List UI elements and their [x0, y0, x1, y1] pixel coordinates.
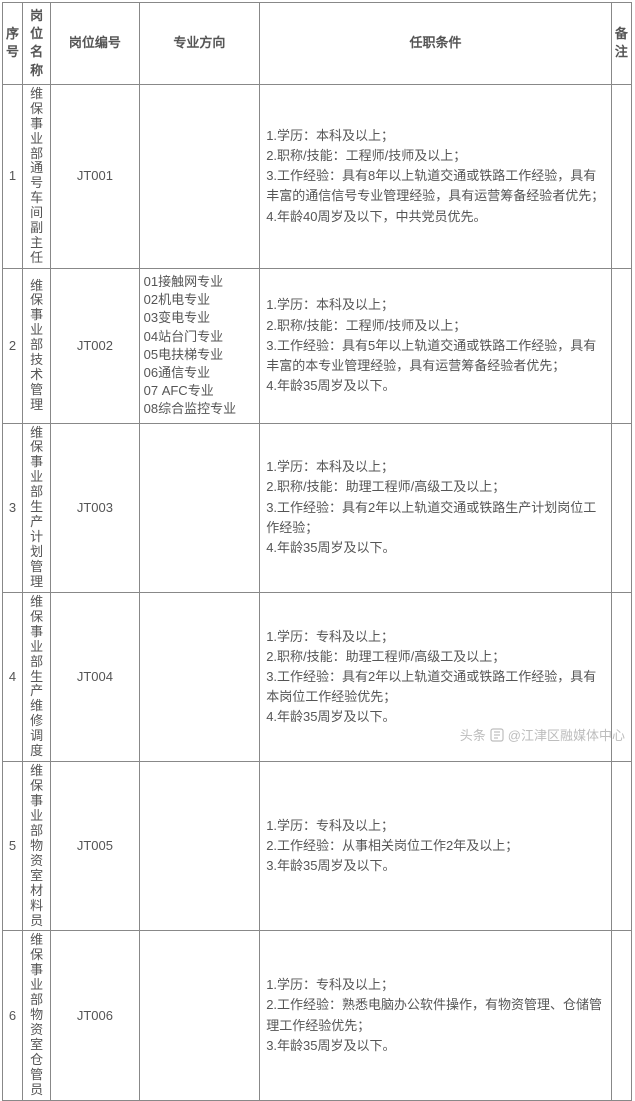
cell-requirements: 1.学历：本科及以上； 2.职称/技能：助理工程师/高级工及以上； 3.工作经验…	[260, 423, 612, 592]
cell-requirements: 1.学历：本科及以上； 2.职称/技能：工程师/技师及以上； 3.工作经验：具有…	[260, 269, 612, 424]
col-header-req: 任职条件	[260, 3, 612, 85]
cell-idx: 4	[3, 592, 23, 761]
col-header-code: 岗位编号	[51, 3, 139, 85]
cell-major	[139, 592, 260, 761]
table-row: 1维保事业部通号车间副主任JT001 1.学历：本科及以上； 2.职称/技能：工程…	[3, 84, 632, 268]
cell-idx: 6	[3, 931, 23, 1100]
attribution-text: @江津区融媒体中心	[508, 725, 625, 744]
cell-position-code: JT003	[51, 423, 139, 592]
header-row: 序号 岗位名称 岗位编号 专业方向 任职条件 备注	[3, 3, 632, 85]
cell-position-name: 维保事业部物资室仓管员	[23, 931, 51, 1100]
cell-position-name: 维保事业部通号车间副主任	[23, 84, 51, 268]
cell-position-code: JT005	[51, 762, 139, 931]
cell-requirements: 1.学历：专科及以上； 2.工作经验：熟悉电脑办公软件操作，有物资管理、仓储管理…	[260, 931, 612, 1100]
cell-position-name: 维保事业部生产维修调度	[23, 592, 51, 761]
attribution: 头条 @江津区融媒体中心	[460, 725, 625, 744]
job-table: 序号 岗位名称 岗位编号 专业方向 任职条件 备注 1维保事业部通号车间副主任J…	[2, 2, 632, 1101]
col-header-idx: 序号	[3, 3, 23, 85]
table-row: 3维保事业部生产计划管理JT003 1.学历：本科及以上； 2.职称/技能：助理工…	[3, 423, 632, 592]
table-row: 6维保事业部物资室仓管员JT006 1.学历：专科及以上； 2.工作经验：熟悉电脑…	[3, 931, 632, 1100]
cell-note	[611, 423, 631, 592]
cell-position-code: JT002	[51, 269, 139, 424]
cell-idx: 1	[3, 84, 23, 268]
col-header-note: 备注	[611, 3, 631, 85]
cell-position-name: 维保事业部物资室材料员	[23, 762, 51, 931]
table-row: 5维保事业部物资室材料员JT005 1.学历：专科及以上； 2.工作经验：从事相关…	[3, 762, 632, 931]
cell-position-code: JT001	[51, 84, 139, 268]
col-header-major: 专业方向	[139, 3, 260, 85]
table-row: 2维保事业部技术管理JT00201接触网专业 02机电专业 03变电专业 04站…	[3, 269, 632, 424]
cell-position-code: JT004	[51, 592, 139, 761]
toutiao-icon	[490, 728, 504, 742]
cell-requirements: 1.学历：专科及以上； 2.工作经验：从事相关岗位工作2年及以上； 3.年龄35…	[260, 762, 612, 931]
cell-position-name: 维保事业部生产计划管理	[23, 423, 51, 592]
cell-major	[139, 762, 260, 931]
cell-requirements: 1.学历：本科及以上； 2.职称/技能：工程师/技师及以上； 3.工作经验：具有…	[260, 84, 612, 268]
job-table-body: 1维保事业部通号车间副主任JT001 1.学历：本科及以上； 2.职称/技能：工程…	[3, 84, 632, 1100]
cell-note	[611, 84, 631, 268]
cell-note	[611, 762, 631, 931]
cell-major	[139, 423, 260, 592]
cell-major: 01接触网专业 02机电专业 03变电专业 04站台门专业 05电扶梯专业 06…	[139, 269, 260, 424]
cell-idx: 3	[3, 423, 23, 592]
col-header-name: 岗位名称	[23, 3, 51, 85]
cell-idx: 5	[3, 762, 23, 931]
cell-position-code: JT006	[51, 931, 139, 1100]
cell-major	[139, 84, 260, 268]
attribution-prefix: 头条	[460, 725, 486, 744]
cell-note	[611, 269, 631, 424]
cell-position-name: 维保事业部技术管理	[23, 269, 51, 424]
cell-note	[611, 931, 631, 1100]
cell-major	[139, 931, 260, 1100]
cell-idx: 2	[3, 269, 23, 424]
